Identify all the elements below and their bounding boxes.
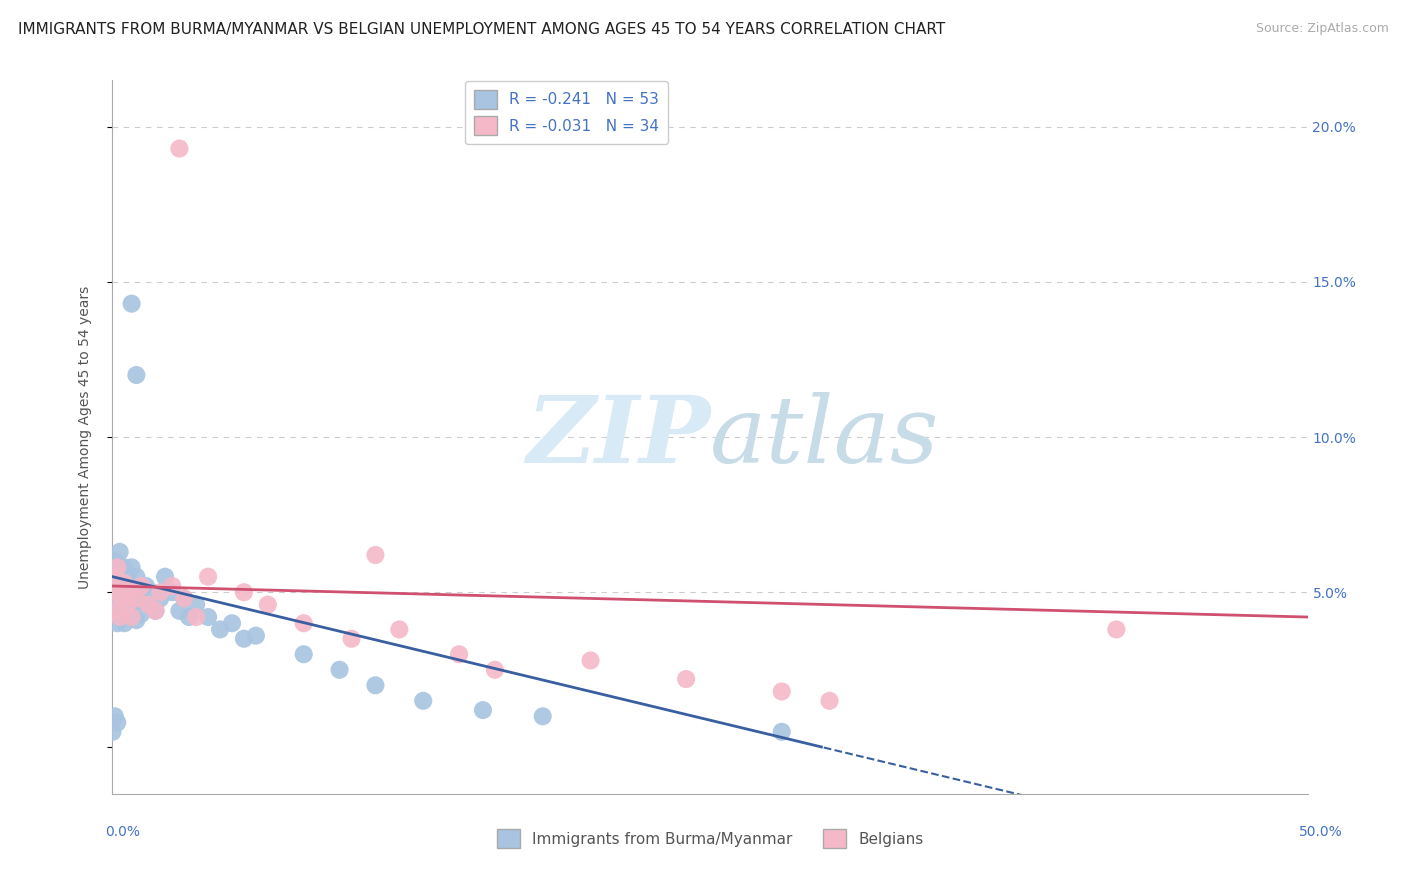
Point	[770, 684, 793, 698]
Point	[209, 623, 232, 637]
Point	[233, 632, 256, 646]
Point	[125, 591, 148, 606]
Point	[292, 616, 315, 631]
Point	[197, 570, 219, 584]
Point	[484, 663, 506, 677]
Point	[104, 604, 127, 618]
Point	[177, 610, 200, 624]
Point	[245, 629, 267, 643]
Point	[115, 598, 138, 612]
Point	[108, 585, 131, 599]
Point	[118, 579, 141, 593]
Point	[111, 591, 134, 606]
Point	[118, 585, 141, 599]
Text: 0.0%: 0.0%	[105, 825, 141, 839]
Point	[153, 570, 176, 584]
Point	[233, 585, 256, 599]
Point	[114, 560, 135, 574]
Point	[121, 610, 143, 624]
Text: IMMIGRANTS FROM BURMA/MYANMAR VS BELGIAN UNEMPLOYMENT AMONG AGES 45 TO 54 YEARS : IMMIGRANTS FROM BURMA/MYANMAR VS BELGIAN…	[18, 22, 945, 37]
Point	[472, 703, 495, 717]
Point	[128, 585, 150, 599]
Point	[531, 709, 554, 723]
Point	[1105, 623, 1128, 637]
Text: 50.0%: 50.0%	[1299, 825, 1343, 839]
Point	[447, 647, 470, 661]
Point	[104, 604, 127, 618]
Point	[197, 610, 219, 624]
Point	[129, 579, 152, 593]
Point	[104, 570, 127, 584]
Point	[145, 604, 167, 618]
Point	[101, 591, 124, 606]
Point	[111, 585, 134, 599]
Point	[125, 570, 148, 584]
Point	[101, 724, 124, 739]
Point	[364, 548, 387, 562]
Point	[105, 616, 128, 631]
Point	[118, 604, 141, 618]
Point	[135, 579, 157, 593]
Point	[412, 694, 434, 708]
Point	[169, 604, 191, 618]
Point	[770, 724, 793, 739]
Text: ZIP: ZIP	[526, 392, 710, 482]
Point	[186, 610, 208, 624]
Point	[186, 598, 208, 612]
Point	[105, 715, 128, 730]
Point	[125, 613, 148, 627]
Point	[173, 591, 195, 606]
Point	[108, 564, 131, 578]
Point	[675, 672, 697, 686]
Point	[818, 694, 841, 708]
Point	[104, 554, 127, 568]
Point	[121, 610, 143, 624]
Point	[105, 591, 128, 606]
Point	[111, 604, 134, 618]
Point	[149, 585, 172, 599]
Point	[138, 598, 160, 612]
Point	[173, 591, 195, 606]
Point	[162, 579, 183, 593]
Point	[257, 598, 280, 612]
Point	[129, 607, 152, 621]
Point	[329, 663, 352, 677]
Point	[139, 585, 162, 599]
Point	[221, 616, 243, 631]
Point	[108, 610, 131, 624]
Point	[104, 579, 127, 593]
Point	[108, 610, 131, 624]
Point	[114, 616, 135, 631]
Point	[122, 594, 145, 608]
Point	[162, 585, 183, 599]
Point	[114, 575, 135, 590]
Point	[125, 368, 148, 382]
Point	[145, 604, 167, 618]
Point	[388, 623, 411, 637]
Point	[105, 570, 128, 584]
Text: Source: ZipAtlas.com: Source: ZipAtlas.com	[1256, 22, 1389, 36]
Point	[138, 598, 160, 612]
Legend: Immigrants from Burma/Myanmar, Belgians: Immigrants from Burma/Myanmar, Belgians	[491, 823, 929, 854]
Point	[101, 585, 124, 599]
Point	[121, 560, 143, 574]
Point	[108, 545, 131, 559]
Point	[364, 678, 387, 692]
Point	[115, 570, 138, 584]
Point	[104, 709, 127, 723]
Point	[340, 632, 363, 646]
Point	[115, 598, 138, 612]
Point	[292, 647, 315, 661]
Point	[169, 142, 191, 156]
Y-axis label: Unemployment Among Ages 45 to 54 years: Unemployment Among Ages 45 to 54 years	[77, 285, 91, 589]
Point	[149, 591, 172, 606]
Point	[121, 296, 143, 310]
Point	[132, 594, 155, 608]
Text: atlas: atlas	[710, 392, 939, 482]
Point	[579, 653, 602, 667]
Point	[105, 560, 128, 574]
